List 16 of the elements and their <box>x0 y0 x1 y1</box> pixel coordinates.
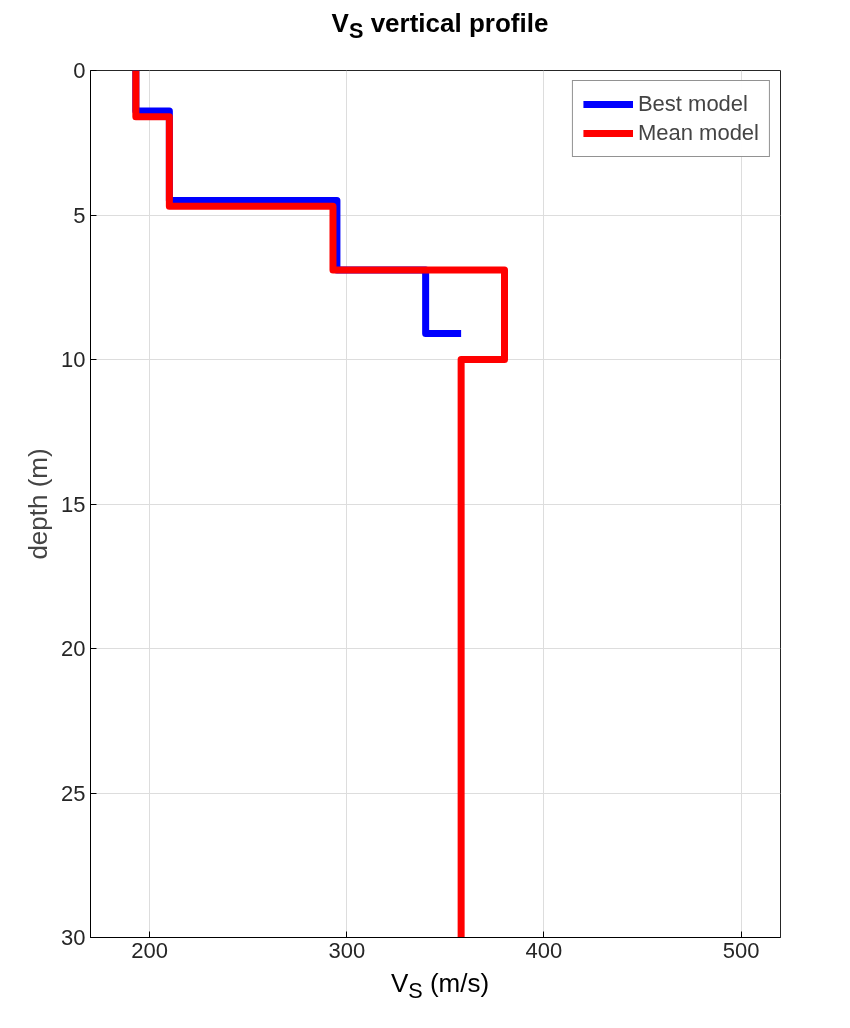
y-tick-label: 15 <box>61 491 86 517</box>
legend-label: Mean model <box>637 120 759 146</box>
y-tick-label: 20 <box>61 636 86 661</box>
y-tick-label: 0 <box>73 58 86 83</box>
x-axis-title: V$_{S}$ (m/s) <box>389 967 491 1006</box>
y-tick-label: 30 <box>61 925 86 950</box>
x-tick-label: 300 <box>328 937 366 963</box>
chart-title: V$_{S}$ vertical profile <box>330 7 550 46</box>
y-tick-label: 5 <box>73 202 86 228</box>
x-tick-label: 500 <box>722 937 760 963</box>
y-tick-label: 25 <box>61 780 86 806</box>
x-tick-label: 400 <box>525 937 563 963</box>
y-axis-title: depth (m) <box>23 448 54 560</box>
legend-label: Best model <box>637 91 748 117</box>
y-tick-label: 10 <box>61 347 86 372</box>
x-tick-label: 200 <box>131 937 169 963</box>
